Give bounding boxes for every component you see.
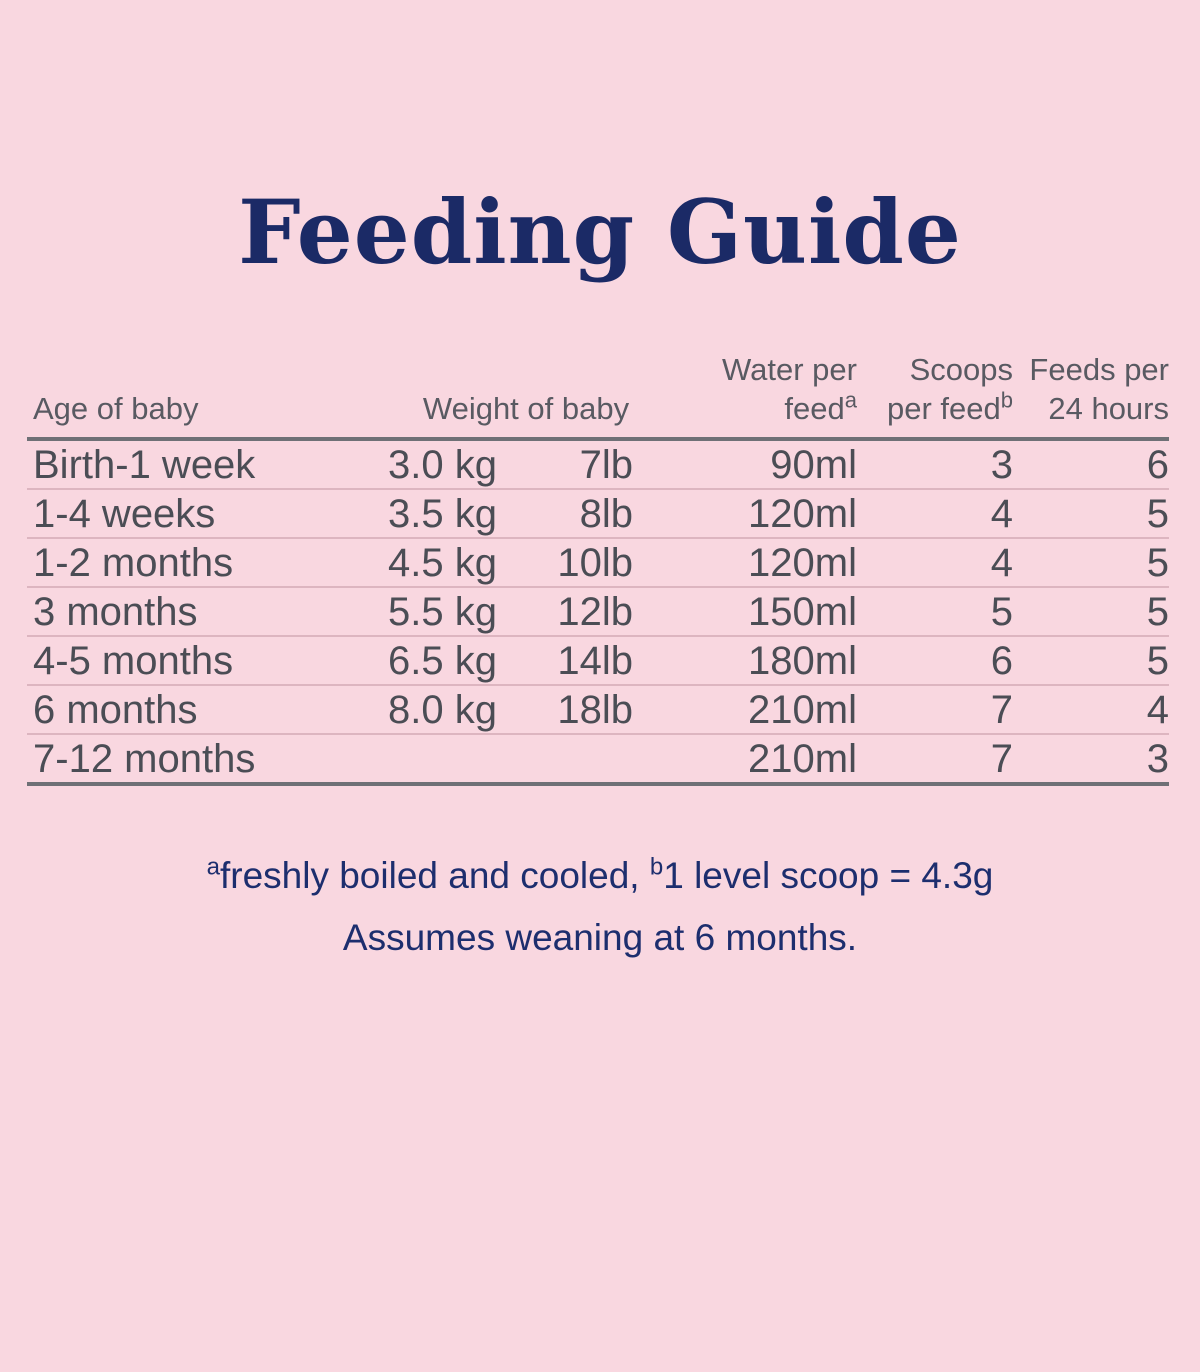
cell-scoops-per-feed: 7 <box>990 688 1013 732</box>
cell-scoops-per-feed: 4 <box>990 492 1013 536</box>
cell-weight-kg: 6.5 kg <box>388 639 497 683</box>
footnote-text-b: 1 level scoop = 4.3g <box>663 855 994 896</box>
cell-weight-lb: 14lb <box>557 639 633 683</box>
cell-weight-lb: 12lb <box>557 590 633 634</box>
cell-feeds-per-24h: 5 <box>1146 492 1169 536</box>
table-row: 4-5 months 6.5 kg 14lb 180ml 6 5 <box>27 637 1169 686</box>
feeding-guide-table: Age of baby Weight of baby Water per fee… <box>27 350 1169 786</box>
cell-feeds-per-24h: 3 <box>1146 737 1169 781</box>
footnote-mark-a: a <box>206 853 220 881</box>
cell-scoops-per-feed: 6 <box>990 639 1013 683</box>
cell-feeds-per-24h: 5 <box>1146 590 1169 634</box>
table-row: 7-12 months 210ml 7 3 <box>27 735 1169 786</box>
footnote-text-a: freshly boiled and cooled, <box>219 855 650 896</box>
footnote-line-1: afreshly boiled and cooled, b1 level sco… <box>0 852 1200 900</box>
cell-age: Birth-1 week <box>33 443 256 487</box>
header-scoops-line2-text: per feed <box>886 391 1001 426</box>
cell-water-per-feed: 150ml <box>748 590 857 634</box>
cell-age: 3 months <box>33 590 198 634</box>
cell-age: 7-12 months <box>33 737 256 781</box>
cell-scoops-per-feed: 4 <box>990 541 1013 585</box>
footnote-mark-b: b <box>649 853 664 881</box>
header-water-line1: Water per <box>722 352 857 387</box>
cell-weight-kg: 4.5 kg <box>388 541 497 585</box>
footnote-mark-b-ref: b <box>1000 387 1013 413</box>
cell-feeds-per-24h: 5 <box>1146 541 1169 585</box>
cell-water-per-feed: 180ml <box>748 639 857 683</box>
cell-feeds-per-24h: 4 <box>1146 688 1169 732</box>
header-water-line2: feeda <box>633 389 857 428</box>
table-row: 1-4 weeks 3.5 kg 8lb 120ml 4 5 <box>27 490 1169 539</box>
table-row: 6 months 8.0 kg 18lb 210ml 7 4 <box>27 686 1169 735</box>
cell-weight-lb: 8lb <box>579 492 633 536</box>
cell-weight-kg <box>367 781 497 782</box>
cell-water-per-feed: 120ml <box>748 541 857 585</box>
cell-scoops-per-feed: 5 <box>990 590 1013 634</box>
cell-feeds-per-24h: 5 <box>1146 639 1169 683</box>
cell-weight-kg: 3.0 kg <box>388 443 497 487</box>
cell-age: 6 months <box>33 688 198 732</box>
header-water-line2-text: feed <box>784 391 845 426</box>
header-age-of-baby: Age of baby <box>33 391 199 426</box>
header-scoops-per-feed: Scoops per feedb <box>857 350 1013 428</box>
cell-weight-lb: 10lb <box>557 541 633 585</box>
table-row: 1-2 months 4.5 kg 10lb 120ml 4 5 <box>27 539 1169 588</box>
table-row: 3 months 5.5 kg 12lb 150ml 5 5 <box>27 588 1169 637</box>
cell-age: 4-5 months <box>33 639 234 683</box>
cell-weight-lb: 7lb <box>579 443 633 487</box>
cell-water-per-feed: 90ml <box>770 443 857 487</box>
header-scoops-line2: per feedb <box>857 389 1013 428</box>
cell-age: 1-2 months <box>33 541 234 585</box>
cell-weight-lb: 18lb <box>557 688 633 732</box>
footnote-line-2: Assumes weaning at 6 months. <box>342 917 858 958</box>
footnotes: afreshly boiled and cooled, b1 level sco… <box>0 852 1200 962</box>
header-feeds-line2: 24 hours <box>1048 391 1169 426</box>
cell-feeds-per-24h: 6 <box>1146 443 1169 487</box>
header-feeds-line1: Feeds per <box>1029 352 1169 387</box>
cell-water-per-feed: 210ml <box>748 688 857 732</box>
cell-weight-kg: 3.5 kg <box>388 492 497 536</box>
table-header: Age of baby Weight of baby Water per fee… <box>27 350 1169 441</box>
cell-age: 1-4 weeks <box>33 492 216 536</box>
cell-scoops-per-feed: 3 <box>990 443 1013 487</box>
header-feeds-per-24-hours: Feeds per 24 hours <box>1013 350 1169 428</box>
cell-water-per-feed: 210ml <box>748 737 857 781</box>
footnote-mark-a-ref: a <box>844 387 857 413</box>
cell-water-per-feed: 120ml <box>748 492 857 536</box>
header-scoops-line1: Scoops <box>909 352 1013 387</box>
header-water-per-feed: Water per feeda <box>633 350 857 428</box>
cell-weight-lb <box>497 781 633 782</box>
cell-scoops-per-feed: 7 <box>990 737 1013 781</box>
header-weight-of-baby: Weight of baby <box>422 391 630 426</box>
cell-weight-kg: 5.5 kg <box>388 590 497 634</box>
cell-weight-kg: 8.0 kg <box>388 688 497 732</box>
table-row: Birth-1 week 3.0 kg 7lb 90ml 3 6 <box>27 441 1169 490</box>
page-title: Feeding Guide <box>238 180 962 284</box>
